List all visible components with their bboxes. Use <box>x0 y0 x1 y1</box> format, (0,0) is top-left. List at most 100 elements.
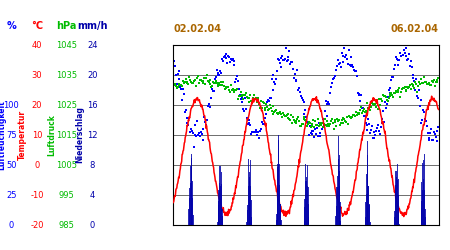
Point <box>354 91 361 95</box>
Point <box>329 77 337 81</box>
Point <box>424 82 431 86</box>
Point <box>346 63 353 67</box>
Point <box>260 122 267 126</box>
Point <box>381 120 388 124</box>
Point <box>382 94 389 98</box>
Point <box>178 83 185 87</box>
Point <box>285 116 292 120</box>
Point <box>384 98 392 102</box>
Point <box>256 106 264 110</box>
Point <box>209 87 216 91</box>
Point <box>261 108 268 112</box>
Point <box>396 86 403 90</box>
Point <box>195 81 203 85</box>
Point <box>400 86 407 90</box>
Point <box>392 90 399 94</box>
Point <box>276 61 283 65</box>
Text: mm/h: mm/h <box>77 21 108 31</box>
Point <box>328 86 335 89</box>
Text: 1005: 1005 <box>56 160 77 170</box>
Point <box>309 122 316 126</box>
Point <box>429 138 436 142</box>
Point <box>266 107 273 111</box>
Point <box>386 91 393 95</box>
Point <box>342 53 350 57</box>
Point <box>388 78 395 82</box>
Point <box>395 62 402 66</box>
Point <box>328 118 335 122</box>
Point <box>242 93 249 97</box>
Text: 20: 20 <box>87 70 98 80</box>
Point <box>333 124 340 128</box>
Point <box>266 96 274 100</box>
Point <box>183 81 190 85</box>
Point <box>430 78 437 82</box>
Point <box>184 116 191 119</box>
Point <box>425 138 432 142</box>
Point <box>355 112 362 116</box>
Point <box>184 123 192 127</box>
Point <box>388 91 395 95</box>
Point <box>237 97 244 101</box>
Point <box>327 92 334 96</box>
Point <box>234 80 242 84</box>
Point <box>413 76 420 80</box>
Point <box>246 100 253 104</box>
Point <box>272 109 279 113</box>
Point <box>419 81 426 85</box>
Point <box>271 80 278 84</box>
Point <box>220 84 227 88</box>
Point <box>361 114 369 117</box>
Point <box>285 55 292 59</box>
Point <box>278 112 285 116</box>
Point <box>248 99 256 103</box>
Point <box>370 103 377 107</box>
Point <box>190 145 197 149</box>
Point <box>282 46 289 50</box>
Text: Niederschlag: Niederschlag <box>76 106 85 164</box>
Point <box>317 121 324 125</box>
Point <box>225 88 233 92</box>
Point <box>171 82 179 86</box>
Point <box>434 128 441 132</box>
Point <box>229 57 236 61</box>
Point <box>384 95 392 99</box>
Point <box>286 117 293 121</box>
Point <box>371 136 378 140</box>
Point <box>289 114 297 118</box>
Point <box>210 89 217 93</box>
Point <box>209 84 216 87</box>
Point <box>301 115 308 119</box>
Point <box>305 132 312 136</box>
Point <box>345 48 352 52</box>
Point <box>241 93 248 97</box>
Point <box>312 132 319 136</box>
Point <box>358 93 365 97</box>
Point <box>275 110 282 114</box>
Point <box>194 132 202 136</box>
Point <box>241 109 248 113</box>
Point <box>415 88 423 92</box>
Point <box>295 88 302 92</box>
Text: °C: °C <box>31 21 43 31</box>
Point <box>185 75 193 79</box>
Point <box>373 104 380 108</box>
Point <box>180 79 187 83</box>
Point <box>195 131 203 135</box>
Point <box>171 59 178 63</box>
Point <box>414 94 421 98</box>
Point <box>234 87 241 91</box>
Point <box>365 106 373 110</box>
Point <box>192 78 199 82</box>
Point <box>247 92 254 96</box>
Point <box>271 110 278 114</box>
Point <box>207 82 214 86</box>
Point <box>194 74 202 78</box>
Point <box>348 64 355 68</box>
Point <box>389 93 396 97</box>
Point <box>291 72 298 76</box>
Point <box>192 122 199 126</box>
Point <box>272 82 279 86</box>
Point <box>270 104 277 108</box>
Point <box>263 112 270 116</box>
